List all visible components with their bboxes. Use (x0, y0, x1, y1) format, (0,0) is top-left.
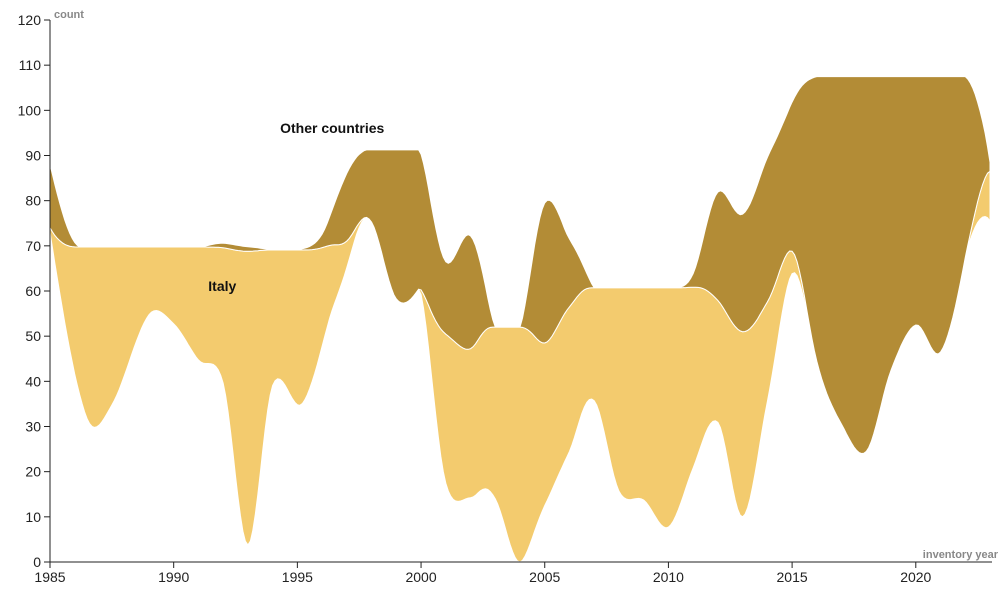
x-tick-label: 2000 (405, 569, 436, 585)
y-tick-label: 120 (18, 12, 42, 28)
y-tick-label: 110 (19, 57, 42, 73)
x-axis-title: inventory year (923, 549, 999, 561)
x-tick-label: 2005 (529, 569, 560, 585)
y-tick-label: 0 (33, 554, 41, 570)
y-tick-label: 40 (25, 373, 41, 389)
x-tick-label: 1990 (158, 569, 189, 585)
label-other-countries: Other countries (280, 120, 384, 136)
x-tick-label: 1985 (34, 569, 65, 585)
stream-layers (49, 76, 991, 563)
y-tick-label: 70 (25, 238, 41, 254)
y-tick-label: 60 (25, 283, 41, 299)
label-italy: Italy (208, 278, 236, 294)
x-tick-label: 2015 (777, 569, 808, 585)
x-tick-label: 1995 (282, 569, 313, 585)
y-tick-label: 90 (25, 148, 41, 164)
y-tick-label: 10 (25, 509, 41, 525)
y-tick-label: 20 (25, 464, 41, 480)
y-tick-label: 50 (25, 328, 41, 344)
y-tick-label: 100 (18, 102, 42, 118)
x-tick-label: 2020 (900, 569, 931, 585)
y-axis: 0 10 20 30 40 50 60 70 80 90 100 110 120 (18, 12, 51, 570)
y-tick-label: 80 (25, 193, 41, 209)
series-labels: Italy Other countries (208, 120, 384, 294)
y-tick-label: 30 (25, 419, 41, 435)
x-axis: 1985 1990 1995 2000 2005 2010 2015 2020 (34, 561, 992, 585)
area-other-countries (49, 76, 991, 455)
y-axis-title: count (54, 9, 84, 21)
x-tick-label: 2010 (653, 569, 684, 585)
